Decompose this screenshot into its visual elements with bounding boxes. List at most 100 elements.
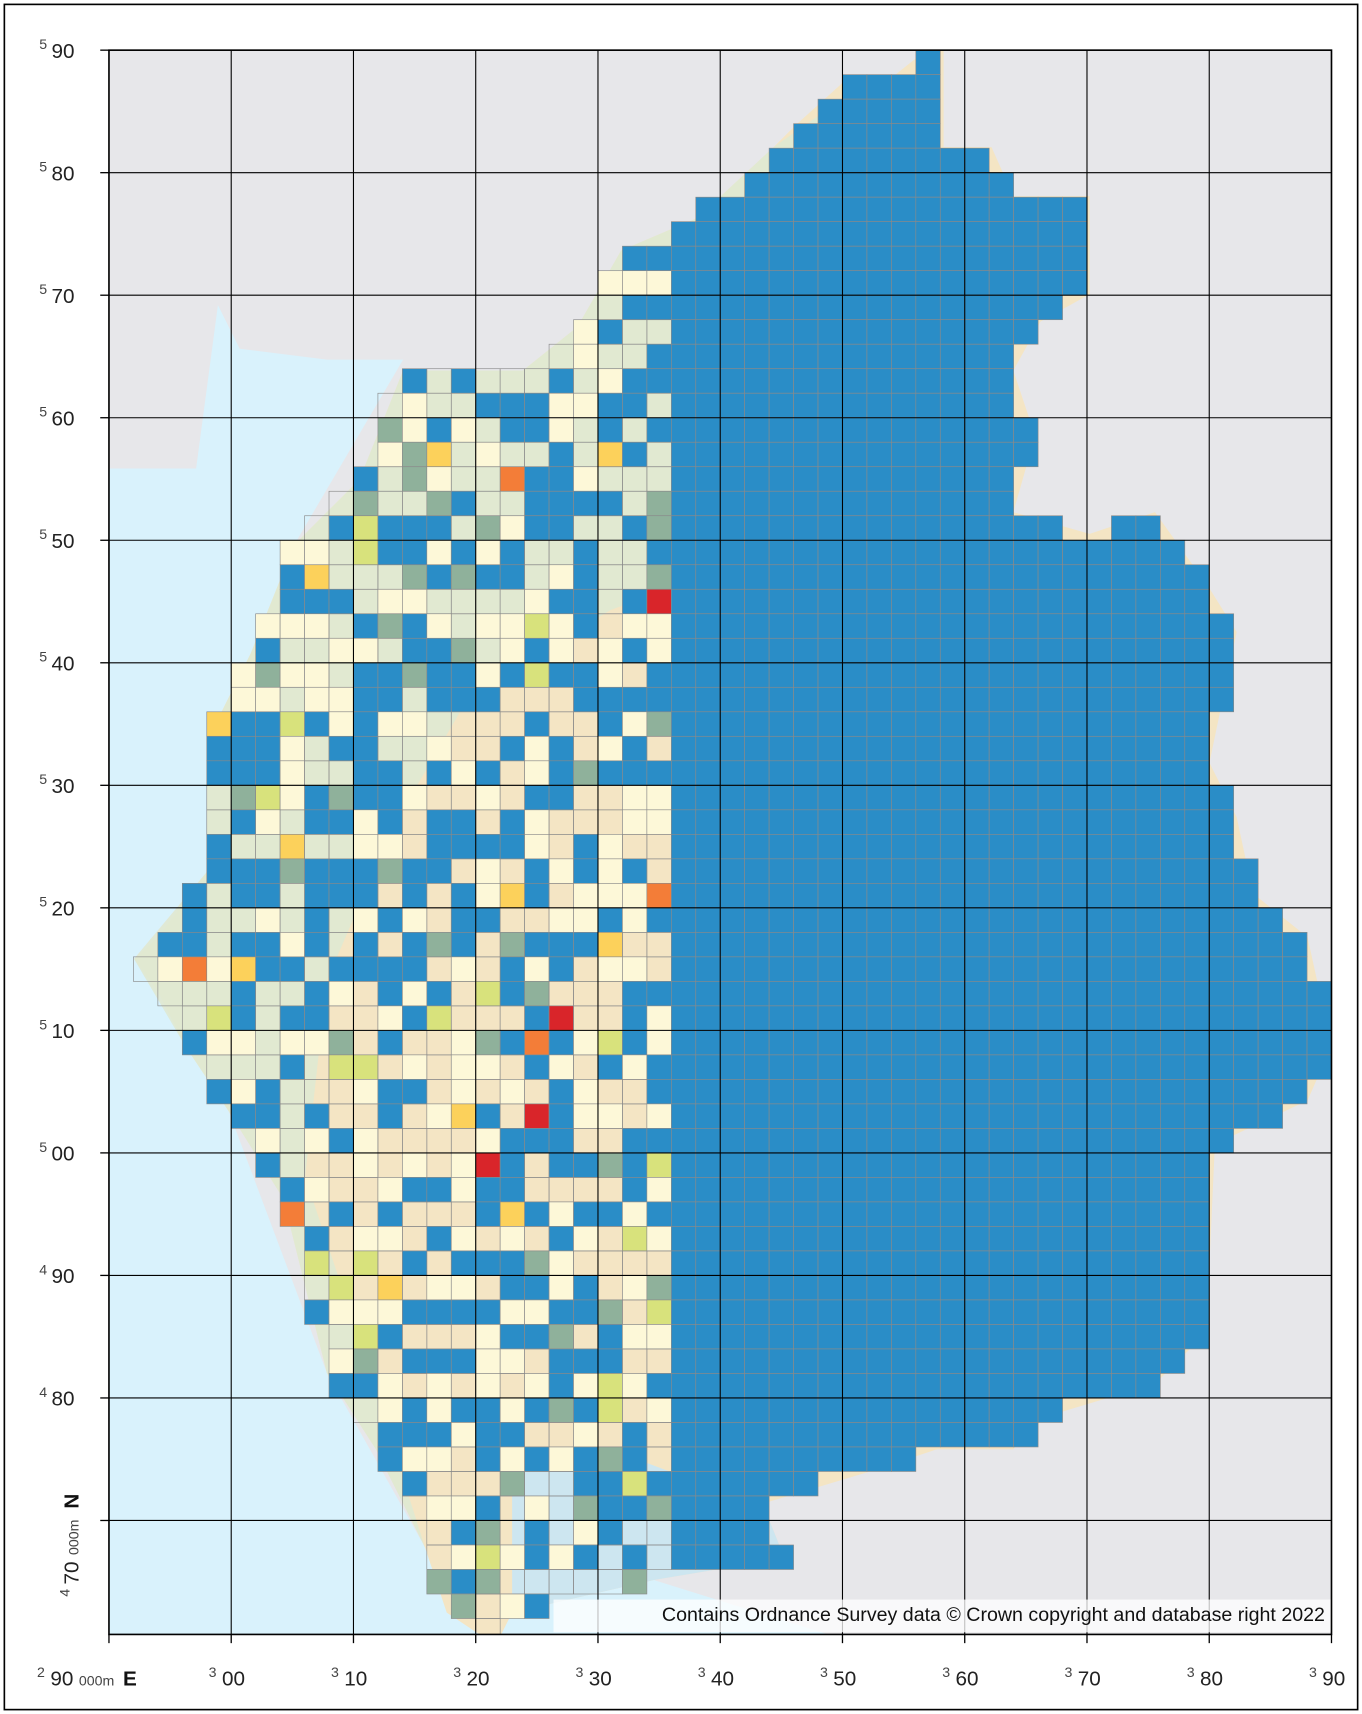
tetrad: [818, 124, 842, 149]
tetrad: [696, 1006, 720, 1031]
tetrad: [1063, 1030, 1087, 1055]
easting-prefix: 3: [331, 1665, 339, 1681]
tetrad: [378, 614, 402, 639]
tetrad: [989, 614, 1013, 639]
northing-value: 40: [51, 652, 74, 675]
tetrad: [745, 1128, 769, 1153]
tetrad: [720, 271, 744, 296]
tetrad: [769, 932, 793, 957]
tetrad: [549, 663, 573, 688]
tetrad: [305, 540, 329, 565]
tetrad: [1136, 981, 1160, 1006]
tetrad: [451, 1300, 475, 1325]
tetrad: [1258, 957, 1282, 982]
tetrad: [818, 712, 842, 737]
tetrad: [769, 1006, 793, 1031]
easting-value: 00: [222, 1668, 245, 1691]
tetrad: [427, 614, 451, 639]
tetrad: [671, 957, 695, 982]
tetrad: [940, 638, 964, 663]
tetrad: [500, 565, 524, 590]
tetrad: [745, 320, 769, 345]
tetrad: [1136, 589, 1160, 614]
tetrad: [353, 687, 377, 712]
tetrad: [1111, 1300, 1135, 1325]
tetrad: [891, 246, 915, 271]
tetrad: [622, 1471, 646, 1496]
tetrad: [1014, 1349, 1038, 1374]
tetrad: [818, 369, 842, 394]
tetrad: [965, 687, 989, 712]
tetrad: [549, 1226, 573, 1251]
tetrad: [1160, 1079, 1184, 1104]
tetrad: [696, 516, 720, 541]
tetrad: [476, 1055, 500, 1080]
tetrad: [965, 663, 989, 688]
tetrad: [402, 957, 426, 982]
tetrad: [916, 491, 940, 516]
tetrad: [647, 491, 671, 516]
northing-axis: N: [60, 1494, 83, 1509]
tetrad: [745, 957, 769, 982]
tetrad: [1038, 1079, 1062, 1104]
tetrad: [231, 810, 255, 835]
tetrad: [891, 589, 915, 614]
tetrad: [1111, 1202, 1135, 1227]
tetrad: [745, 222, 769, 247]
tetrad: [1063, 1275, 1087, 1300]
tetrad: [622, 1055, 646, 1080]
tetrad: [574, 1079, 598, 1104]
tetrad: [794, 540, 818, 565]
tetrad: [818, 1153, 842, 1178]
tetrad: [769, 393, 793, 418]
tetrad: [1136, 663, 1160, 688]
tetrad: [1063, 271, 1087, 296]
tetrad: [745, 1079, 769, 1104]
tetrad: [745, 1006, 769, 1031]
tetrad: [231, 1030, 255, 1055]
tetrad: [1038, 1202, 1062, 1227]
tetrad: [1136, 1030, 1160, 1055]
tetrad: [989, 859, 1013, 884]
tetrad: [842, 1422, 866, 1447]
tetrad: [1014, 932, 1038, 957]
northing-prefix: 5: [39, 772, 47, 788]
northing-value: 80: [51, 162, 74, 185]
tetrad: [1063, 1006, 1087, 1031]
tetrad: [1136, 1324, 1160, 1349]
tetrad: [940, 540, 964, 565]
tetrad: [720, 1496, 744, 1521]
tetrad: [647, 761, 671, 786]
tetrad: [769, 1226, 793, 1251]
tetrad: [696, 712, 720, 737]
tetrad: [1160, 1226, 1184, 1251]
tetrad: [769, 320, 793, 345]
tetrad: [818, 1398, 842, 1423]
tetrad: [451, 418, 475, 443]
tetrad: [769, 908, 793, 933]
tetrad: [402, 1006, 426, 1031]
tetrad: [842, 1324, 866, 1349]
tetrad: [940, 1079, 964, 1104]
tetrad: [696, 1545, 720, 1570]
tetrad: [891, 1373, 915, 1398]
tetrad: [647, 1202, 671, 1227]
tetrad: [745, 295, 769, 320]
tetrad: [1136, 516, 1160, 541]
tetrad: [378, 1324, 402, 1349]
tetrad: [525, 834, 549, 859]
tetrad: [696, 1496, 720, 1521]
tetrad: [647, 246, 671, 271]
tetrad: [451, 810, 475, 835]
tetrad: [769, 834, 793, 859]
tetrad: [989, 1422, 1013, 1447]
tetrad: [671, 663, 695, 688]
tetrad: [451, 957, 475, 982]
tetrad: [769, 1251, 793, 1276]
tetrad: [916, 1153, 940, 1178]
tetrad: [842, 1251, 866, 1276]
tetrad: [574, 1104, 598, 1129]
tetrad: [696, 736, 720, 761]
tetrad: [916, 638, 940, 663]
tetrad: [1038, 859, 1062, 884]
